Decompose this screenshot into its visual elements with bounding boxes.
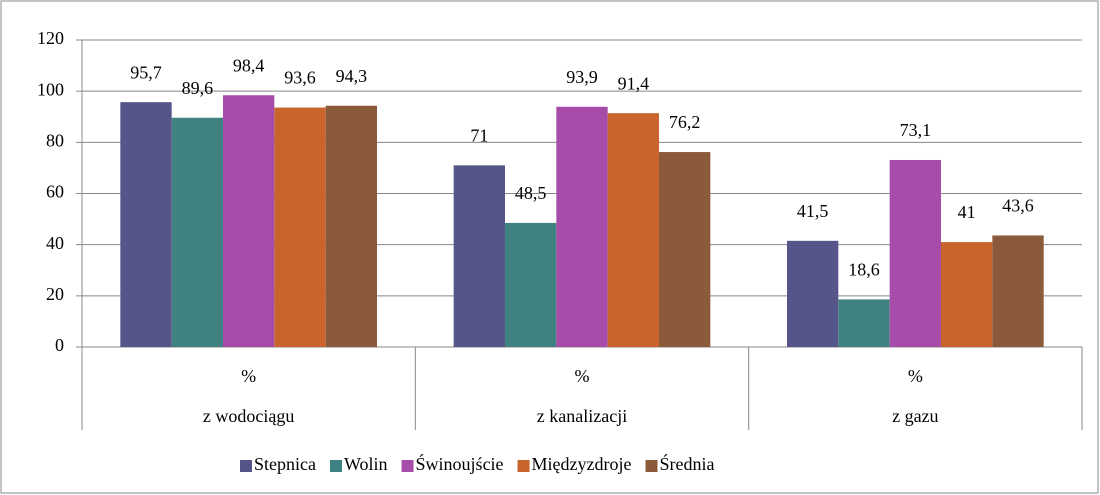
- bar: [120, 102, 172, 347]
- bar: [607, 113, 659, 347]
- category-unit: %: [908, 366, 923, 386]
- category-unit: %: [241, 366, 256, 386]
- data-label: 43,6: [1002, 196, 1034, 216]
- data-label: 95,7: [130, 62, 162, 82]
- data-label: 93,6: [284, 68, 316, 88]
- category-unit: %: [575, 366, 590, 386]
- x-tick-label: z kanalizacji: [537, 406, 627, 426]
- data-label: 94,3: [336, 66, 368, 86]
- bar: [889, 159, 941, 347]
- legend-label: Wolin: [344, 454, 388, 474]
- legend-swatch: [401, 460, 414, 472]
- y-tick-label: 80: [46, 130, 64, 150]
- data-label: 98,4: [233, 55, 265, 75]
- legend-label: Świnoujście: [416, 453, 504, 474]
- data-label: 76,2: [669, 112, 701, 132]
- bar: [787, 240, 839, 347]
- bar: [453, 165, 505, 347]
- bar: [659, 152, 711, 347]
- data-label: 93,9: [566, 67, 598, 87]
- x-tick-label: z wodociągu: [203, 406, 294, 426]
- legend-swatch: [645, 460, 658, 472]
- bar: [556, 106, 608, 348]
- bar: [223, 95, 275, 347]
- legend-swatch: [240, 460, 252, 472]
- legend-swatch: [517, 460, 530, 472]
- legend-swatch: [329, 460, 342, 472]
- data-label: 71: [470, 125, 488, 145]
- data-label: 41,5: [797, 201, 829, 221]
- data-label: 41: [958, 202, 976, 222]
- data-label: 89,6: [182, 78, 214, 98]
- data-label: 73,1: [900, 120, 932, 140]
- bar: [171, 117, 223, 347]
- legend-label: Stepnica: [254, 454, 316, 474]
- y-tick-label: 0: [55, 335, 64, 355]
- bar: [274, 107, 326, 347]
- bar: [992, 235, 1044, 347]
- data-label: 91,4: [618, 73, 650, 93]
- y-tick-label: 100: [37, 79, 64, 99]
- bar: [941, 242, 993, 347]
- y-tick-label: 20: [46, 284, 64, 304]
- data-label: 18,6: [848, 260, 880, 280]
- x-tick-label: z gazu: [892, 406, 938, 426]
- bar: [838, 299, 890, 347]
- legend-label: Średnia: [660, 453, 715, 474]
- legend-label: Międzyzdroje: [532, 454, 632, 474]
- bar: [325, 105, 377, 347]
- y-tick-label: 40: [46, 233, 64, 253]
- y-tick-label: 120: [37, 28, 64, 48]
- bar: [505, 222, 557, 347]
- data-label: 48,5: [515, 183, 547, 203]
- y-tick-label: 60: [46, 182, 64, 202]
